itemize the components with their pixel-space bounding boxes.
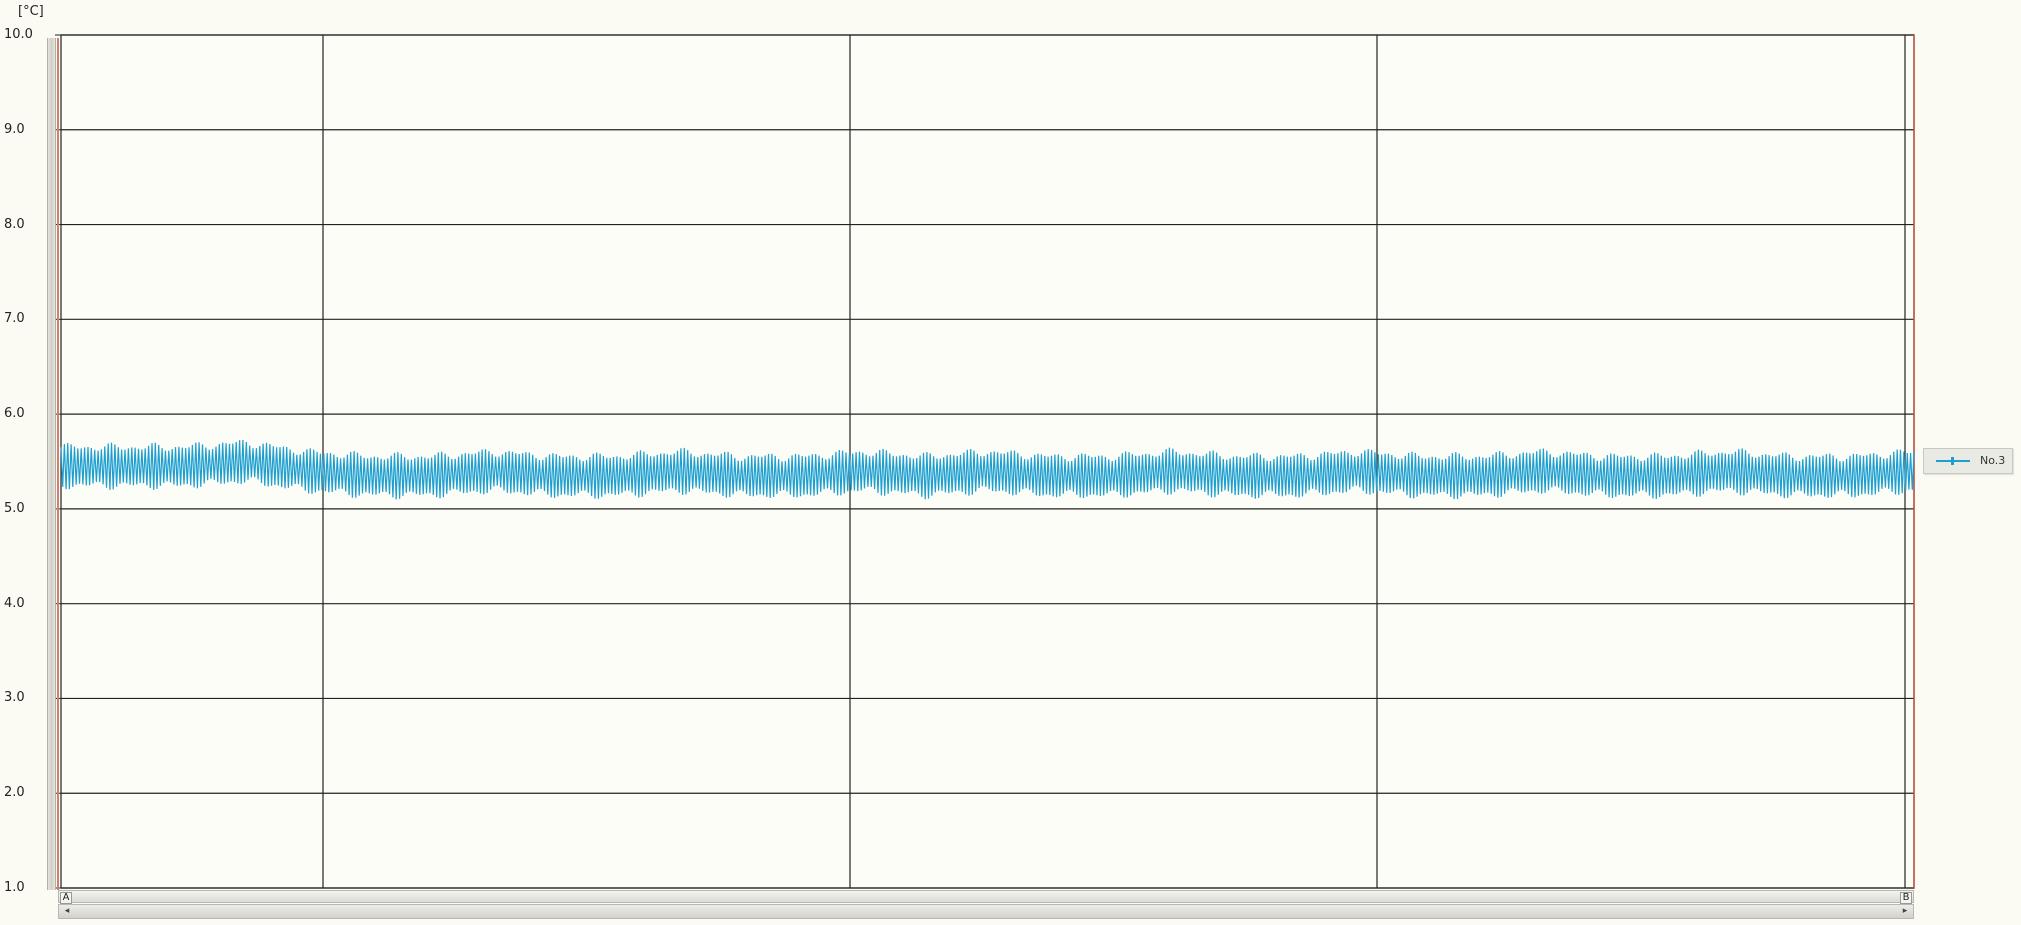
horizontal-scroll-area: A B ◂ ▸ [58,890,1914,922]
legend: No.3 [1923,448,2013,474]
cursor-track[interactable]: A B [58,890,1914,904]
scroll-left-arrow-icon[interactable]: ◂ [64,906,70,916]
y-tick-label: 8.0 [4,216,25,232]
y-tick-label: 7.0 [4,311,25,327]
cursor-a-handle[interactable]: A [60,892,72,904]
series-line-no3 [60,439,1915,500]
y-tick-label: 4.0 [4,595,25,611]
horizontal-scrollbar[interactable]: ◂ ▸ [58,904,1914,919]
y-tick-label: 3.0 [4,690,25,706]
y-tick-label: 6.0 [4,406,25,422]
legend-series-label: No.3 [1980,454,2006,467]
legend-marker [1951,457,1954,465]
y-tick-label: 5.0 [4,500,25,516]
scroll-right-arrow-icon[interactable]: ▸ [1902,906,1908,916]
y-tick-label: 10.0 [4,27,33,42]
vertical-scrollbar[interactable] [47,38,56,890]
y-axis-unit-label: [°C] [18,4,44,19]
cursor-b-handle[interactable]: B [1900,892,1912,904]
y-tick-label: 2.0 [4,785,25,801]
cursor-a-line[interactable] [57,38,59,890]
y-tick-label: 1.0 [4,880,25,895]
y-tick-label: 9.0 [4,121,25,137]
